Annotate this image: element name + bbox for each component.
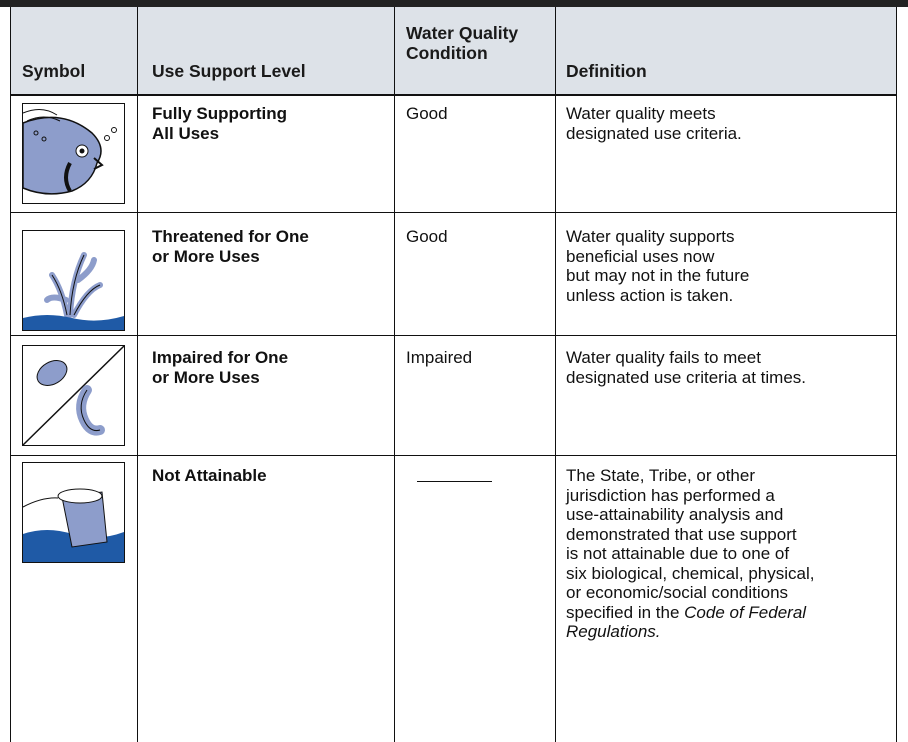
- condition-cell: Good: [406, 227, 448, 246]
- level-line: Not Attainable: [152, 466, 267, 485]
- fish-icon: [22, 103, 125, 204]
- impaired-icon: [22, 345, 125, 446]
- definition-line: specified in the Code of Federal: [566, 602, 807, 622]
- level-line: Threatened for One: [152, 227, 309, 246]
- definition-line: Water quality fails to meet: [566, 348, 761, 367]
- definition-italic: Regulations.: [566, 622, 661, 641]
- definition-line: designated use criteria at times.: [566, 367, 807, 387]
- definition-cell: Water quality fails to meet designated us…: [566, 348, 806, 387]
- border: [394, 7, 395, 742]
- header-line: Condition: [406, 43, 488, 63]
- top-bar: [0, 0, 908, 7]
- header-line: Water Quality: [406, 23, 519, 43]
- row-rule: [10, 455, 897, 456]
- border: [555, 7, 556, 742]
- definition-cell: Water quality meets designated use criter…: [566, 104, 742, 143]
- level-line: or More Uses: [152, 246, 260, 266]
- definition-line: beneficial uses now: [566, 246, 715, 266]
- definition-line: or economic/social conditions: [566, 583, 789, 602]
- definition-italic: Code of Federal: [684, 602, 807, 622]
- row-rule: [10, 212, 897, 213]
- header-background: [10, 7, 897, 95]
- definition-line: is not attainable due to one of: [566, 544, 790, 563]
- condition-cell: Good: [406, 104, 448, 123]
- definition-line: Water quality supports: [566, 227, 735, 246]
- definition-line: use-attainability analysis and: [566, 505, 784, 524]
- level-cell: Impaired for One or More Uses: [152, 348, 288, 387]
- level-line: or More Uses: [152, 367, 260, 387]
- definition-cell: The State, Tribe, or other jurisdiction h…: [566, 466, 815, 642]
- definition-line: Water quality meets: [566, 104, 716, 123]
- border: [896, 7, 897, 742]
- level-cell: Threatened for One or More Uses: [152, 227, 309, 266]
- blank-line: [417, 481, 492, 482]
- condition-cell: Impaired: [406, 348, 473, 367]
- level-line: All Uses: [152, 123, 220, 143]
- header-cell: Definition: [566, 61, 647, 81]
- definition-line: demonstrated that use support: [566, 524, 797, 544]
- level-cell: Fully Supporting All Uses: [152, 104, 287, 143]
- level-cell: Not Attainable: [152, 466, 267, 486]
- definition-line: but may not in the future: [566, 266, 750, 285]
- definition-line: jurisdiction has performed a: [566, 485, 775, 505]
- header-cell: Use Support Level: [152, 61, 306, 81]
- plant-icon: [22, 230, 125, 331]
- border: [10, 7, 11, 742]
- definition-line: six biological, chemical, physical,: [566, 563, 815, 583]
- header-cell: Water Quality Condition: [406, 23, 518, 63]
- header-rule: [10, 94, 897, 96]
- level-line: Impaired for One: [152, 348, 289, 367]
- definition-cell: Water quality supports beneficial uses no…: [566, 227, 749, 305]
- header-cell: Symbol: [22, 61, 86, 81]
- row-rule: [10, 335, 897, 336]
- definition-line: The State, Tribe, or other: [566, 466, 755, 485]
- border: [137, 7, 138, 742]
- pipe-icon: [22, 462, 125, 563]
- definition-line: designated use criteria.: [566, 123, 742, 143]
- definition-line: unless action is taken.: [566, 285, 734, 305]
- level-line: Fully Supporting: [152, 104, 288, 123]
